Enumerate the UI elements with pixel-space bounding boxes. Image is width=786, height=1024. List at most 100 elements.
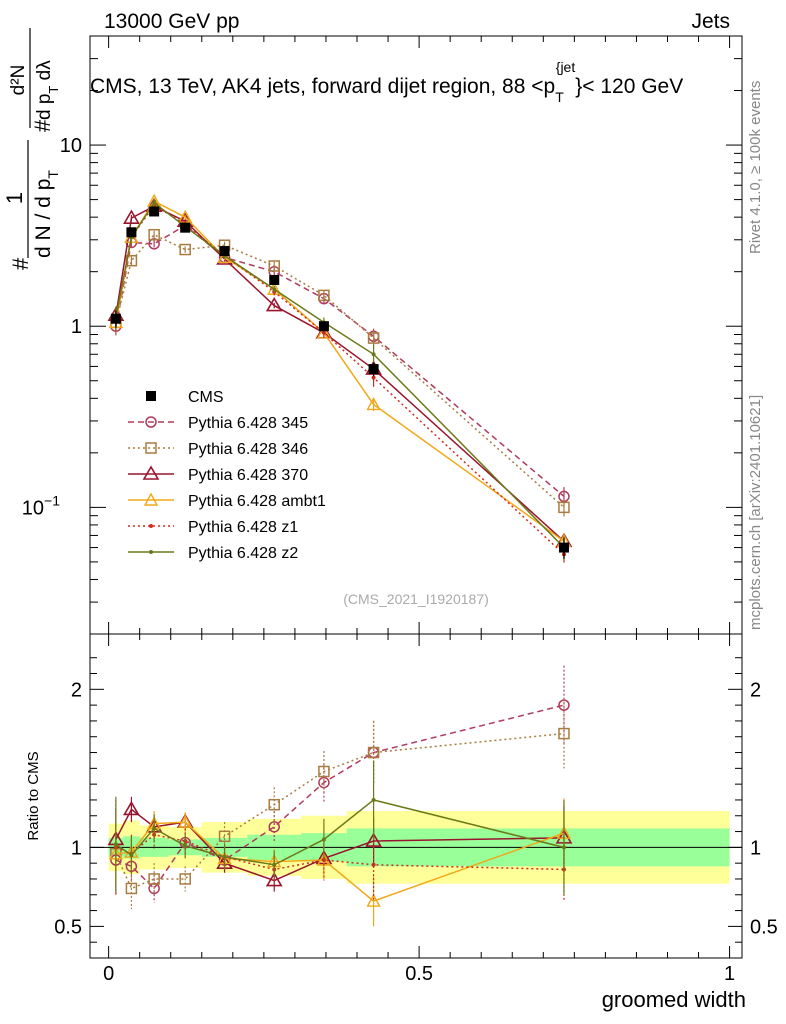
legend-label: CMS [188, 389, 224, 406]
series-z1-line [115, 204, 565, 555]
series-345-line [115, 224, 565, 497]
series-z2-point [371, 352, 376, 357]
data-point [180, 222, 191, 233]
series-346-ratio-point [125, 882, 138, 895]
x-tick-label: 0 [103, 963, 114, 985]
series-346-ratio-point [558, 727, 570, 740]
ratio-y-tick-label-right: 0.5 [750, 916, 778, 938]
svg-text:#: # [8, 257, 33, 270]
data-point [110, 313, 121, 324]
series-z2-point [152, 200, 157, 205]
series-370-point [123, 209, 140, 224]
x-axis-label: groomed width [602, 987, 746, 1012]
series-346-point [558, 501, 570, 514]
ratio-y-tick-label-right: 1 [750, 837, 761, 859]
data-point [318, 321, 329, 332]
series-z2-ratio-point [183, 843, 188, 848]
ratio-y-tick-label: 2 [71, 679, 82, 701]
series-ambt1-line [115, 200, 565, 542]
axes-layer: 0 0.5 1 10−1 1 10 0.5 0.5 1 1 2 2 [22, 35, 778, 985]
series-346-point [179, 243, 191, 256]
series-z2-ratio-point [371, 797, 376, 802]
series-346-ratio-point [318, 765, 330, 778]
legend-marker [149, 550, 153, 554]
series-370-line [115, 205, 565, 542]
ratio-y-tick-label-right: 2 [750, 679, 761, 701]
series-346-ratio-point [218, 830, 231, 843]
ratio-y-tick-label: 1 [71, 837, 82, 859]
series-z1-ratio-point [371, 862, 376, 867]
legend-label: Pythia 6.428 ambt1 [188, 493, 326, 510]
legend-marker [149, 524, 153, 528]
series-z2-ratio-point [272, 862, 277, 867]
series-z2-ratio-point [113, 842, 118, 847]
legend-label: Pythia 6.428 345 [188, 415, 308, 432]
category-label: Jets [691, 10, 730, 33]
series-346-point [148, 228, 160, 241]
legend-label: Pythia 6.428 z2 [188, 545, 298, 562]
series-346-ratio-point [148, 873, 160, 885]
svg-text:d²N: d²N [8, 65, 29, 96]
legend-marker [146, 391, 156, 401]
ratio-frame [89, 633, 743, 959]
energy-label: 13000 GeV pp [104, 10, 240, 33]
y-tick-label: 1 [71, 316, 82, 338]
series-ambt1-point [366, 396, 381, 411]
legend-marker [145, 442, 157, 454]
series-346-point [268, 260, 280, 272]
y-axis-label: # 1 d N / d pT # d²N d pT dλ [2, 28, 61, 270]
x-tick-label: 1 [724, 963, 735, 985]
svg-text:d N / d pT: d N / d pT [32, 170, 61, 258]
y-tick-label: 10−1 [22, 492, 60, 519]
series-z2-ratio-point [561, 845, 566, 850]
series-346-ratio-point [268, 798, 280, 811]
data-point [368, 364, 379, 375]
series-346-ratio-point [367, 746, 380, 759]
chart-title: CMS, 13 TeV, AK4 jets, forward dijet reg… [90, 59, 683, 105]
series-345-ratio-line [115, 704, 565, 890]
series-370-ratio-point [123, 800, 140, 816]
y-tick-label: 10 [60, 135, 82, 157]
data-layer [110, 206, 569, 559]
ratio-y-tick-label: 0.5 [54, 916, 82, 938]
series-346-line [115, 233, 565, 508]
data-point [219, 246, 230, 257]
series-346-point [318, 289, 330, 302]
series-370-ratio-point [265, 871, 283, 887]
legend-label: Pythia 6.428 z1 [188, 519, 298, 536]
mcplots-label: mcplots.cern.ch [arXiv:2401.10621] [747, 394, 764, 630]
rivet-version-label: Rivet 4.1.0, ≥ 100k events [747, 80, 764, 254]
data-point [149, 206, 160, 217]
legend: CMS Pythia 6.428 345 Pythia 6.428 346 Pythi… [128, 389, 326, 562]
series-z2-ratio-point [222, 854, 227, 859]
series-346-ratio-point [179, 873, 191, 885]
x-tick-label: 0.5 [405, 963, 433, 985]
data-point [269, 274, 280, 285]
series-z2-ratio-point [129, 853, 134, 858]
series-z2-ratio-point [152, 826, 157, 831]
series-346-ratio-line [115, 732, 565, 890]
analysis-id: (CMS_2021_I1920187) [343, 591, 489, 607]
legend-marker [143, 492, 159, 506]
ratio-y-axis-label: Ratio to CMS [25, 751, 42, 840]
legend-label: Pythia 6.428 346 [188, 441, 308, 458]
series-345-ratio-point [268, 821, 280, 833]
series-z1-point [371, 375, 376, 380]
series-346-point [367, 332, 380, 344]
series-z2-point [272, 287, 277, 292]
svg-text:d pT dλ: d pT dλ [34, 60, 61, 120]
legend-marker [145, 416, 157, 428]
data-point [126, 227, 137, 238]
series-z2-ratio-point [321, 837, 326, 842]
series-z1-point [321, 330, 326, 335]
svg-text:1: 1 [2, 192, 27, 204]
legend-marker [142, 465, 160, 480]
legend-label: Pythia 6.428 370 [188, 467, 308, 484]
series-ambt1-ratio-point [366, 893, 381, 907]
data-point [558, 542, 569, 553]
series-370-point [265, 296, 283, 312]
series-ambt1-ratio-point [178, 814, 193, 828]
series-345-point [148, 238, 160, 250]
svg-text:#: # [30, 119, 55, 132]
